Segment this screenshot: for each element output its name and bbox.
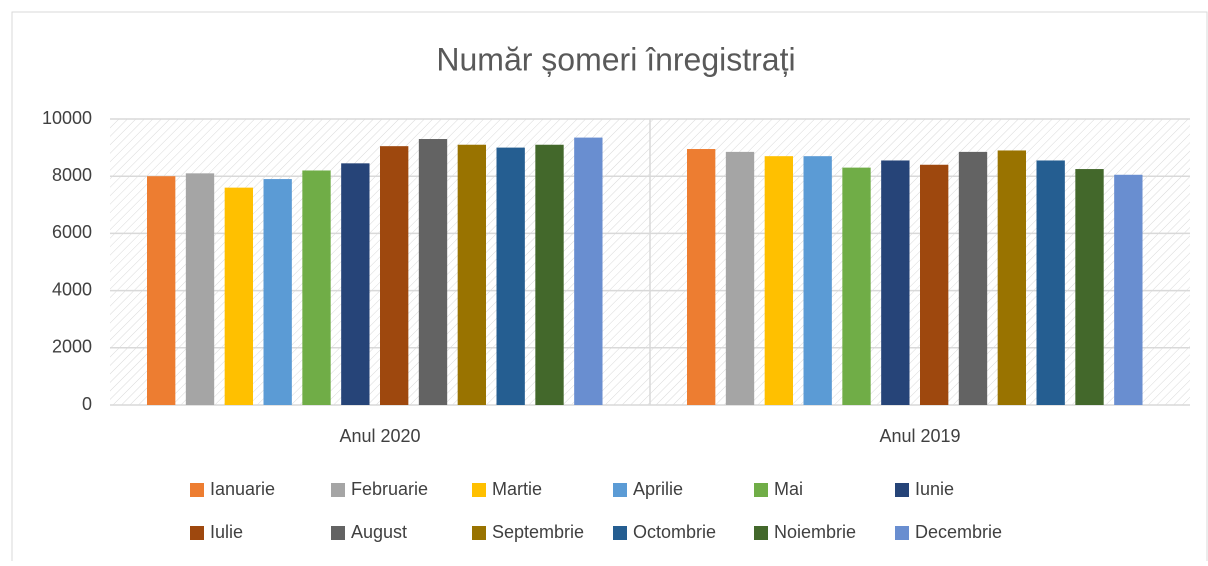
- legend-swatch: [331, 483, 345, 497]
- legend-label: Iulie: [210, 522, 243, 542]
- chart-title: Număr șomeri înregistrați: [436, 41, 795, 77]
- bar: [457, 144, 487, 406]
- bar: [687, 149, 716, 405]
- legend-label: Iunie: [915, 479, 954, 499]
- legend-swatch: [754, 526, 768, 540]
- legend-swatch: [613, 526, 627, 540]
- legend-label: Ianuarie: [210, 479, 275, 499]
- bar: [147, 176, 176, 405]
- legend-swatch: [190, 526, 204, 540]
- bar: [380, 146, 409, 406]
- bar: [842, 167, 871, 405]
- legend-label: Mai: [774, 479, 803, 499]
- bar: [263, 179, 292, 405]
- legend-swatch: [895, 526, 909, 540]
- bar: [302, 170, 331, 405]
- bar: [803, 156, 832, 405]
- y-tick-label: 6000: [52, 222, 92, 242]
- bar: [418, 139, 448, 405]
- bar: [1075, 169, 1104, 405]
- legend-swatch: [754, 483, 768, 497]
- bar: [920, 164, 949, 405]
- legend-swatch: [613, 483, 627, 497]
- legend-swatch: [331, 526, 345, 540]
- y-tick-label: 4000: [52, 279, 92, 299]
- bar: [535, 144, 564, 406]
- bar: [725, 151, 755, 405]
- bar: [764, 156, 794, 405]
- legend-label: Martie: [492, 479, 542, 499]
- bar: [958, 151, 988, 405]
- bar: [1036, 160, 1065, 405]
- bar: [185, 173, 215, 405]
- y-tick-label: 10000: [42, 108, 92, 128]
- legend-swatch: [190, 483, 204, 497]
- legend-label: Decembrie: [915, 522, 1002, 542]
- legend-swatch: [472, 526, 486, 540]
- legend-label: Aprilie: [633, 479, 683, 499]
- legend-label: Februarie: [351, 479, 428, 499]
- legend-label: August: [351, 522, 407, 542]
- legend-label: Noiembrie: [774, 522, 856, 542]
- x-tick-label: Anul 2019: [879, 426, 960, 446]
- bar: [496, 147, 525, 405]
- bar: [224, 187, 254, 405]
- y-tick-label: 0: [82, 394, 92, 414]
- legend-label: Septembrie: [492, 522, 584, 542]
- legend-swatch: [472, 483, 486, 497]
- y-tick-label: 2000: [52, 337, 92, 357]
- x-tick-label: Anul 2020: [339, 426, 420, 446]
- bar: [997, 150, 1027, 405]
- bar: [341, 163, 370, 405]
- legend-label: Octombrie: [633, 522, 716, 542]
- legend-swatch: [895, 483, 909, 497]
- bar: [1114, 174, 1143, 405]
- y-tick-label: 8000: [52, 165, 92, 185]
- bar: [574, 137, 603, 405]
- bar: [881, 160, 910, 405]
